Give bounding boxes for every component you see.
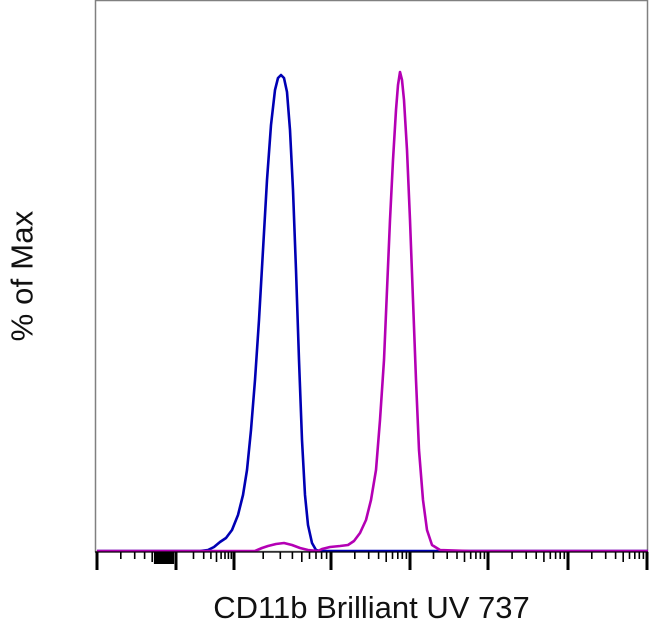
x-axis-ticks <box>95 552 649 570</box>
series-stained-line <box>97 70 648 553</box>
x-axis-label: CD11b Brilliant UV 737 <box>213 590 530 625</box>
y-axis-label: % of Max <box>0 0 44 552</box>
plot-frame <box>94 0 649 553</box>
series-control-line <box>97 73 648 553</box>
y-axis-label-text: % of Max <box>4 210 39 342</box>
